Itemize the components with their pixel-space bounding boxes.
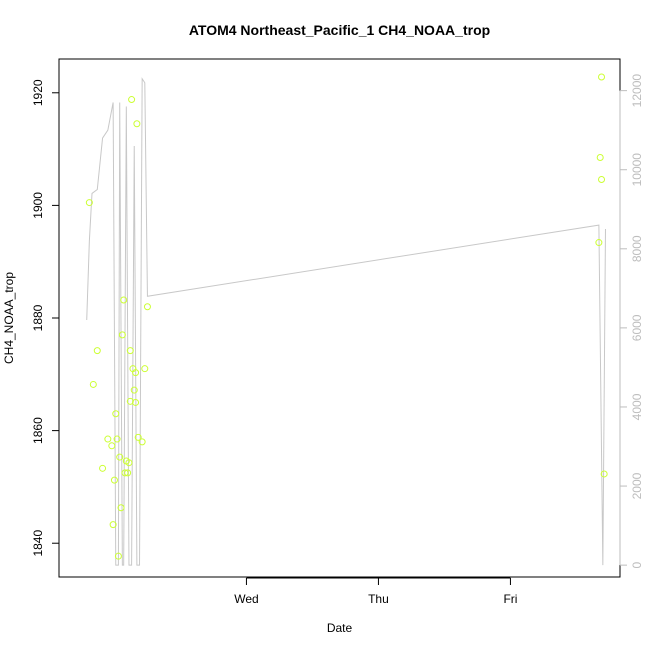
- data-point: [596, 154, 604, 162]
- x-tick-label: Fri: [503, 592, 517, 606]
- y-tick-label-right: 6000: [630, 314, 644, 341]
- data-point: [114, 552, 122, 560]
- plot-area: [58, 58, 621, 578]
- y-tick-label-right: 0: [630, 561, 644, 568]
- data-point: [104, 435, 112, 443]
- data-point: [117, 504, 125, 512]
- data-point: [124, 469, 132, 477]
- data-point: [112, 410, 120, 418]
- y-axis-right: 0 2000 4000 6000 8000 10000 12000: [619, 74, 644, 568]
- y-axis-left: 1840 1860 1880 1900 1920: [31, 79, 60, 557]
- data-point: [85, 199, 93, 207]
- y-tick-label-left: 1840: [31, 530, 45, 557]
- data-point: [141, 365, 149, 373]
- x-tick-label: Thu: [368, 592, 389, 606]
- y-tick-label-right: 4000: [630, 393, 644, 420]
- y-axis-label: CH4_NOAA_trop: [2, 272, 16, 364]
- data-point: [93, 347, 101, 355]
- data-point: [109, 521, 117, 529]
- data-point: [595, 239, 603, 247]
- data-point: [126, 347, 134, 355]
- series-line: [86, 77, 606, 566]
- y-tick-label-right: 10000: [630, 153, 644, 187]
- y-tick-label-left: 1900: [31, 192, 45, 219]
- data-point: [132, 369, 140, 377]
- y-tick-label-left: 1860: [31, 417, 45, 444]
- y-tick-label-right: 2000: [630, 472, 644, 499]
- y-tick-label-left: 1880: [31, 304, 45, 331]
- data-point: [110, 476, 118, 484]
- data-point: [113, 435, 121, 443]
- y-tick-label-right: 12000: [630, 74, 644, 108]
- data-point: [118, 331, 126, 339]
- y-tick-label-right: 8000: [630, 235, 644, 262]
- data-point: [598, 73, 606, 81]
- series-line-layer: [86, 77, 606, 566]
- data-point: [130, 386, 138, 394]
- data-point: [600, 470, 608, 478]
- data-point: [120, 296, 128, 304]
- data-point: [116, 453, 124, 461]
- data-point: [598, 175, 606, 183]
- data-point: [133, 120, 141, 128]
- data-point: [128, 96, 136, 104]
- y-tick-label-left: 1920: [31, 79, 45, 106]
- data-point: [134, 433, 142, 441]
- data-point: [108, 442, 116, 450]
- data-point: [125, 459, 133, 467]
- x-axis: Wed Thu Fri: [234, 577, 517, 606]
- data-point: [138, 438, 146, 446]
- data-point: [121, 469, 129, 477]
- x-axis-label: Date: [327, 621, 353, 635]
- data-point: [143, 303, 151, 311]
- chart-title: ATOM4 Northeast_Pacific_1 CH4_NOAA_trop: [189, 22, 490, 38]
- data-point: [132, 398, 140, 406]
- data-point: [126, 397, 134, 405]
- data-point: [89, 380, 97, 388]
- data-point: [99, 464, 107, 472]
- series-points-layer: [85, 73, 608, 560]
- x-tick-label: Wed: [234, 592, 258, 606]
